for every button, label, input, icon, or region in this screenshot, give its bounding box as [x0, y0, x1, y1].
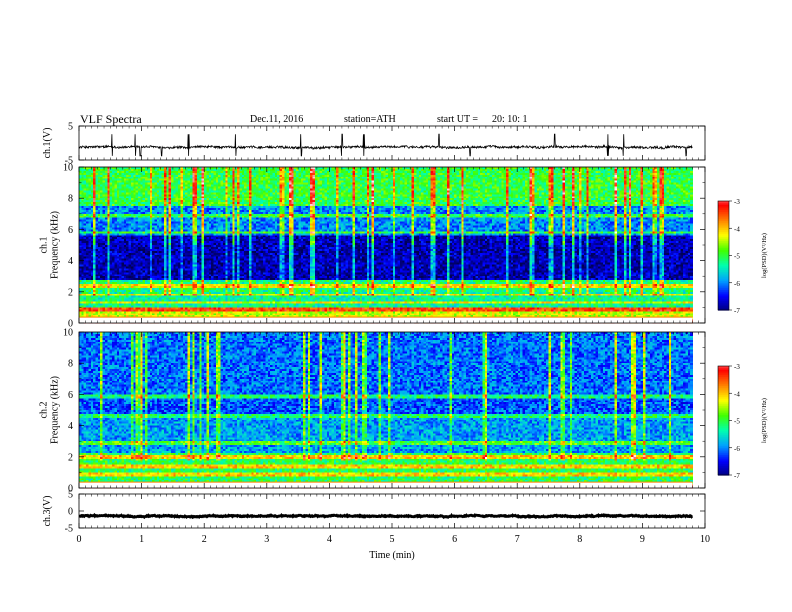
ch1-waveform-trace	[79, 134, 693, 156]
ch1-spectrogram-heatmap	[79, 167, 693, 324]
ch1-waveform-ylabel: ch.1(V)	[42, 128, 53, 159]
ch1-waveform-ytick-label: 5	[68, 122, 73, 133]
